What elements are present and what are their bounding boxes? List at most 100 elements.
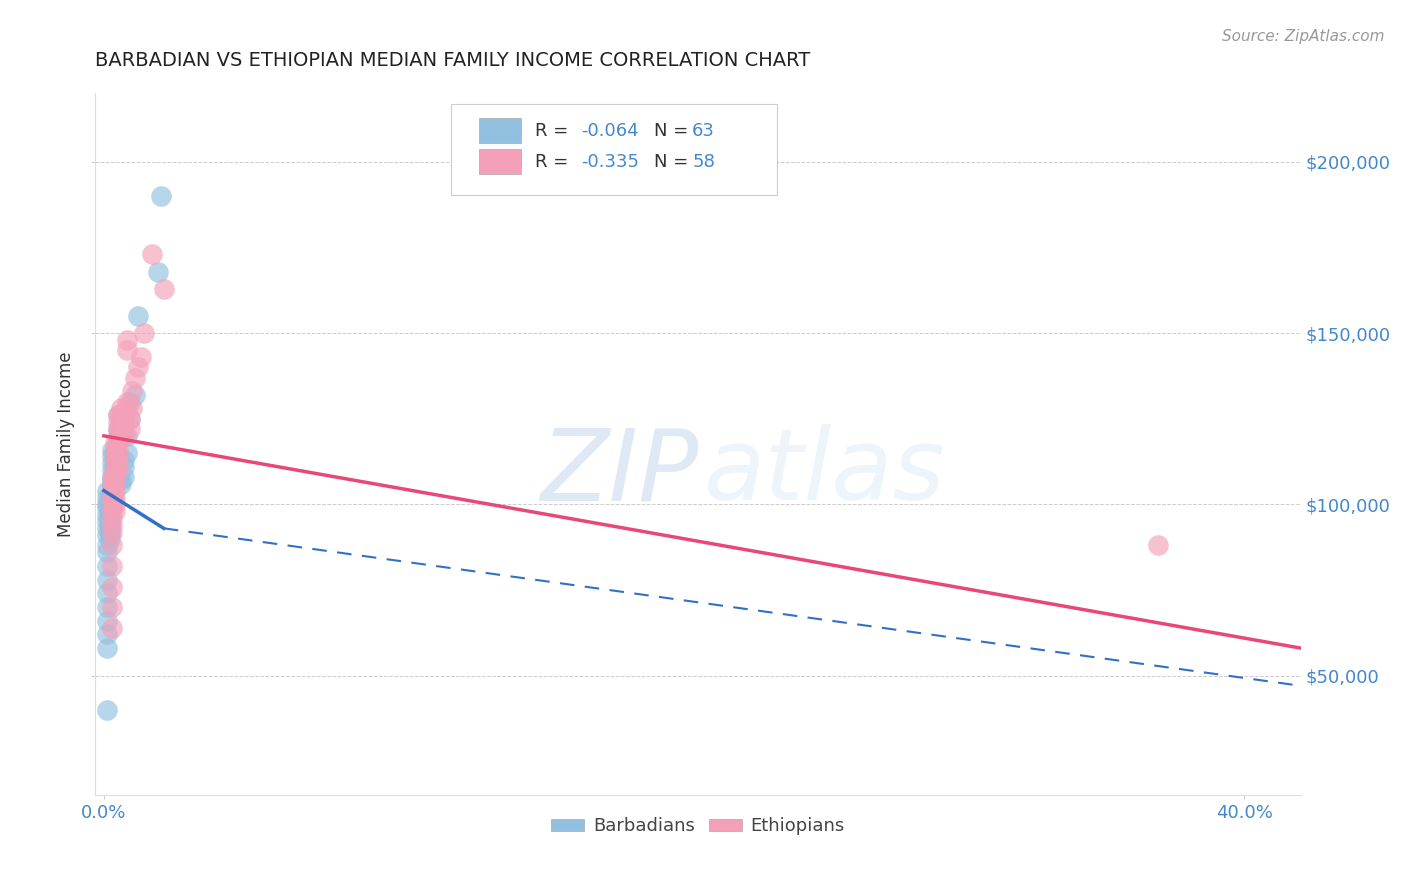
Point [96,538,118,552]
Point [101,491,124,505]
Point [149,189,172,203]
Point [146,264,169,278]
Point [101,504,124,518]
Point [104,483,127,498]
Point [112,409,135,423]
Point [101,559,124,574]
Point [107,409,129,423]
Point [101,511,124,525]
Text: -0.335: -0.335 [581,153,640,170]
Point [107,435,129,450]
Point [107,450,129,464]
Point [98,528,121,542]
Point [96,497,118,511]
Point [112,411,135,425]
Text: ZIP: ZIP [540,424,699,521]
Point [152,282,174,296]
Text: Source: ZipAtlas.com: Source: ZipAtlas.com [1222,29,1385,44]
Point [101,538,124,552]
Point [107,450,129,464]
Point [98,497,121,511]
Point [101,580,124,594]
FancyBboxPatch shape [478,149,522,174]
Point [98,508,121,522]
Point [107,422,129,436]
Text: atlas: atlas [704,424,946,521]
Point [107,415,129,429]
Point [101,456,124,470]
Point [104,435,127,450]
Point [96,627,118,641]
Point [98,517,121,532]
Point [107,432,129,446]
Point [118,411,141,425]
Text: BARBADIAN VS ETHIOPIAN MEDIAN FAMILY INCOME CORRELATION CHART: BARBADIAN VS ETHIOPIAN MEDIAN FAMILY INC… [96,51,811,70]
Point [101,491,124,505]
Point [104,470,127,484]
Point [101,483,124,498]
Text: N =: N = [654,153,693,170]
Point [104,456,127,470]
Point [98,504,121,518]
Point [124,370,146,384]
Point [110,476,132,491]
Point [124,388,146,402]
Point [101,463,124,477]
Point [115,429,138,443]
Point [104,456,127,470]
Point [121,401,143,416]
Point [115,401,138,416]
Point [110,409,132,423]
Point [96,528,118,542]
Point [104,442,127,457]
Point [98,515,121,529]
Point [110,422,132,436]
Point [107,429,129,443]
Point [96,515,118,529]
Point [101,474,124,488]
Point [112,459,135,474]
Point [96,573,118,587]
Point [104,450,127,464]
Legend: Barbadians, Ethiopians: Barbadians, Ethiopians [544,810,852,843]
Point [98,511,121,525]
Point [107,442,129,457]
Point [118,394,141,409]
Point [96,586,118,600]
Point [129,350,152,364]
Point [104,470,127,484]
Point [98,532,121,546]
Point [101,450,124,464]
Text: 63: 63 [692,121,716,140]
Point [112,470,135,484]
Point [98,524,121,539]
Point [104,442,127,457]
Point [112,422,135,436]
Point [96,508,118,522]
Point [96,491,118,505]
Point [112,453,135,467]
Point [98,521,121,535]
Point [1147,538,1170,552]
Point [96,545,118,559]
Point [115,333,138,347]
Point [107,422,129,436]
Point [104,463,127,477]
Point [104,491,127,505]
Point [104,504,127,518]
Text: 58: 58 [692,153,716,170]
Point [127,360,149,375]
Point [96,521,118,535]
Point [101,524,124,539]
Point [127,309,149,323]
Point [107,456,129,470]
Point [101,476,124,491]
Text: R =: R = [536,153,575,170]
Point [110,474,132,488]
Point [101,476,124,491]
Y-axis label: Median Family Income: Median Family Income [58,351,75,537]
Point [141,247,163,261]
Point [110,411,132,425]
Point [96,500,118,515]
Point [115,446,138,460]
